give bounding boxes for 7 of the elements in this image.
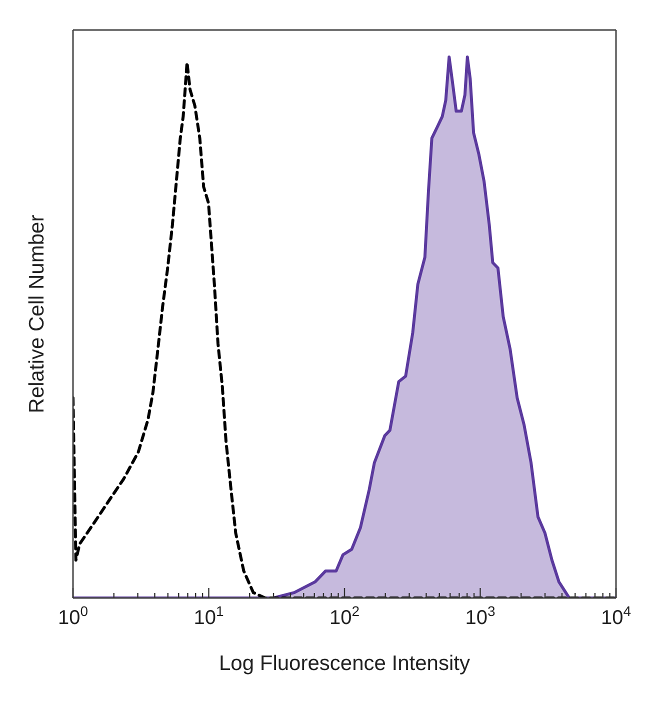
x-tick-label: 10$^{3}$ (465, 603, 496, 629)
x-tick-label: 10$^{4}$ (600, 603, 632, 629)
x-tick-label: 10$^{1}$ (194, 603, 224, 629)
x-axis-title: Log Fluorescence Intensity (219, 652, 470, 675)
x-tick-label: 10$^{0}$ (58, 603, 88, 629)
x-tick-label: 10$^{2}$ (329, 603, 360, 629)
y-axis-title: Relative Cell Number (25, 214, 48, 414)
